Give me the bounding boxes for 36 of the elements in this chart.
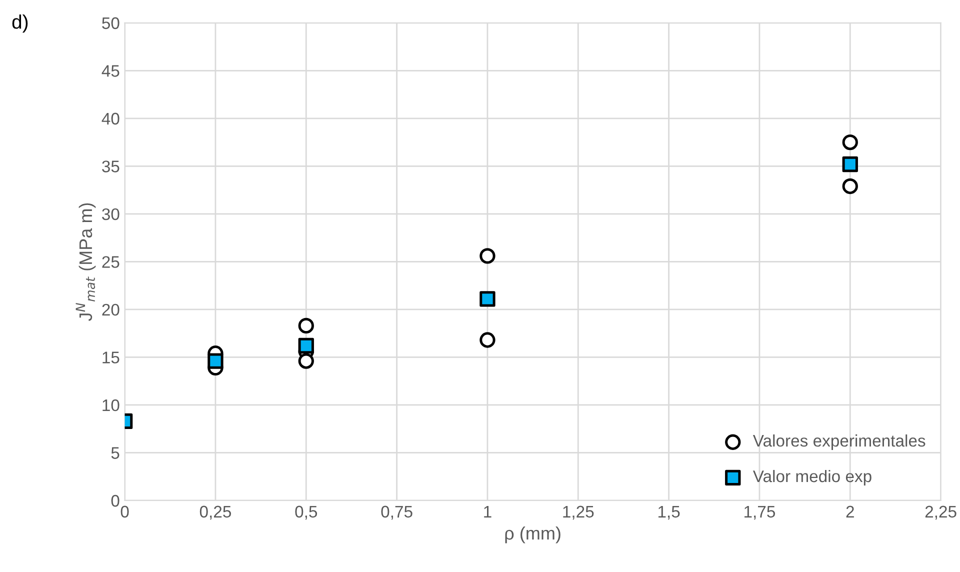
x-tick-label: 1,5 xyxy=(658,506,680,520)
y-tick-label: 25 xyxy=(102,256,120,268)
x-tick-label: 0,25 xyxy=(200,506,231,520)
y-tick-label: 45 xyxy=(102,65,120,77)
y-tick-label: 50 xyxy=(102,17,120,30)
x-tick-label: 0,75 xyxy=(381,506,412,520)
point xyxy=(208,353,224,369)
x-tick-label: 1 xyxy=(484,506,492,518)
point xyxy=(298,353,314,369)
legend-label: Valor medio exp xyxy=(752,470,872,486)
point xyxy=(298,318,314,334)
legend-label: Valores experimentales xyxy=(752,434,926,450)
point xyxy=(480,332,496,348)
y-tick-label: 0 xyxy=(111,494,120,507)
x-axis-title: ρ (mm) xyxy=(505,526,560,544)
point xyxy=(842,156,858,172)
y-tick-label: 30 xyxy=(102,208,120,220)
y-tick-label: 35 xyxy=(102,160,120,172)
y-tick-label: 20 xyxy=(102,304,120,316)
point xyxy=(842,134,858,150)
x-tick-label: 1,25 xyxy=(563,506,594,520)
x-tick-label: 0 xyxy=(120,506,129,518)
point xyxy=(298,338,314,354)
point xyxy=(842,178,858,194)
point xyxy=(480,248,496,264)
x-tick-label: 1,75 xyxy=(744,506,775,520)
x-tick-label: 0,5 xyxy=(295,506,318,520)
point xyxy=(480,291,496,307)
chart-title: d) xyxy=(12,14,28,33)
x-tick-label: 2,25 xyxy=(925,506,956,520)
y-tick-label: 10 xyxy=(102,399,120,412)
x-tick-label: 2 xyxy=(846,506,854,518)
y-axis-title: J$^{N}$$_{mat}$ (MPa m) xyxy=(76,203,96,321)
y-tick-label: 15 xyxy=(102,352,120,364)
y-tick-label: 5 xyxy=(111,447,120,459)
y-tick-label: 40 xyxy=(102,112,120,125)
